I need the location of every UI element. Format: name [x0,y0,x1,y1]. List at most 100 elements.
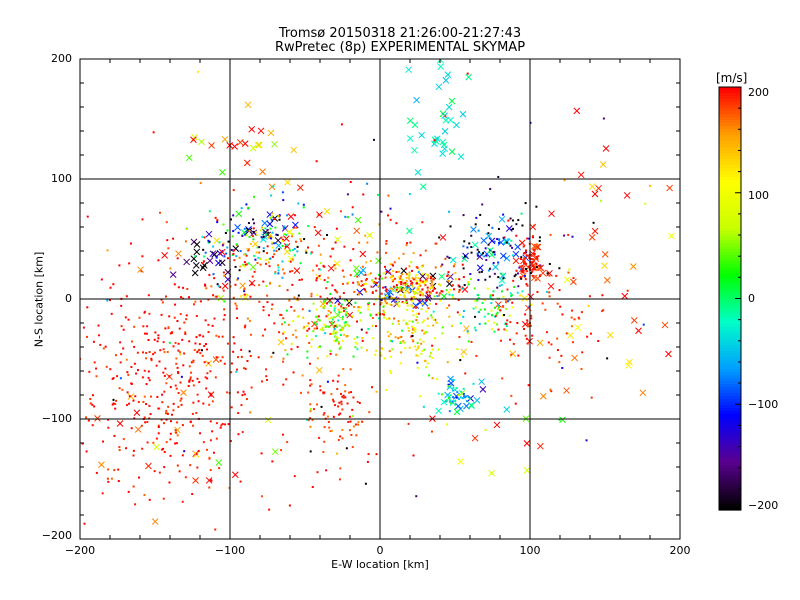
data-point-dot [246,248,249,251]
data-point-dot [192,360,195,363]
data-point-dot [352,281,355,284]
data-point-dot [441,393,444,396]
data-point-dot [235,370,238,373]
data-point-dot [403,294,406,297]
data-point-dot [439,299,442,302]
data-point-dot [400,286,403,289]
data-point-x [206,257,214,265]
data-point-dot [412,454,415,457]
data-point-x [242,294,249,302]
data-point-dot [300,278,303,281]
data-point-dot [285,243,288,246]
data-point-dot [262,247,265,250]
data-point-dot [218,241,221,244]
data-point-dot [222,271,225,274]
data-point-dot [449,394,452,397]
data-point-dot [448,398,451,401]
data-point-dot [86,306,89,309]
data-point-dot [319,295,322,298]
data-point-dot [309,384,312,387]
data-point-dot [490,302,493,305]
data-point-dot [292,320,295,323]
data-point-x [666,184,673,192]
data-point-dot [335,290,338,293]
data-point-x [221,135,229,143]
data-point-dot [159,349,162,352]
data-point-dot [310,251,313,254]
data-point-dot [337,374,340,377]
data-point-dot [209,439,212,442]
data-point-dot [400,289,403,292]
data-point-x [476,253,484,260]
data-point-dot [266,229,269,232]
data-point-x [271,140,278,148]
data-point-dot [271,460,274,463]
data-point-dot [345,311,348,314]
data-point-dot [310,338,313,341]
data-point-dot [188,380,191,383]
data-point-dot [351,315,354,318]
data-point-x [290,146,298,154]
data-point-dot [215,422,218,425]
data-point-dot [339,467,342,470]
data-point-dot [327,420,330,423]
data-point-dot [405,286,408,289]
data-point-dot [219,359,222,362]
data-point-dot [388,317,391,320]
data-point-dot [436,378,439,381]
data-point-dot [407,327,410,330]
colorbar-segment [719,348,741,352]
data-point-dot [208,456,211,459]
colorbar-segment [719,90,741,94]
data-point-dot [497,227,500,230]
data-point-dot [425,366,428,369]
data-point-dot [401,273,404,276]
data-point-dot [196,466,199,469]
data-point-dot [268,236,271,239]
data-point-x [444,71,452,79]
data-point-dot [99,343,102,346]
data-point-dot [335,325,338,328]
data-point-dot [336,338,339,341]
colorbar-segment [719,231,741,235]
data-point-x [518,239,526,247]
data-point-dot [451,379,454,382]
data-point-dot [207,362,210,365]
data-point-dot [375,453,378,456]
data-point-dot [445,399,448,402]
colorbar-segment [719,159,741,163]
data-point-dot [307,391,310,394]
data-point-dot [466,72,469,75]
data-point-dot [493,330,496,333]
data-point-x [595,184,602,192]
data-point-dot [412,285,415,288]
data-point-dot [519,265,522,268]
data-point-dot [398,270,401,273]
data-point-x [441,145,448,153]
data-point-dot [340,403,343,406]
data-point-dot [469,273,472,276]
data-point-dot [391,280,394,283]
data-point-dot [484,299,487,302]
data-point-x [493,421,501,429]
colorbar-segment [719,150,741,154]
data-point-dot [189,464,192,467]
data-point-x [639,389,647,397]
data-point-dot [570,325,573,328]
data-point-dot [411,300,414,303]
data-point-dot [352,355,355,358]
data-point-dot [95,375,98,378]
data-point-dot [391,287,394,290]
data-point-dot [454,403,457,406]
data-point-dot [463,284,466,287]
data-point-dot [136,351,139,354]
data-point-dot [220,424,223,427]
data-point-dot [441,290,444,293]
data-point-dot [385,270,388,273]
data-point-dot [253,222,256,225]
colorbar-segment [719,333,741,337]
data-point-dot [182,364,185,367]
data-point-dot [175,357,178,360]
data-point-dot [319,253,322,256]
data-point-dot [530,314,533,317]
